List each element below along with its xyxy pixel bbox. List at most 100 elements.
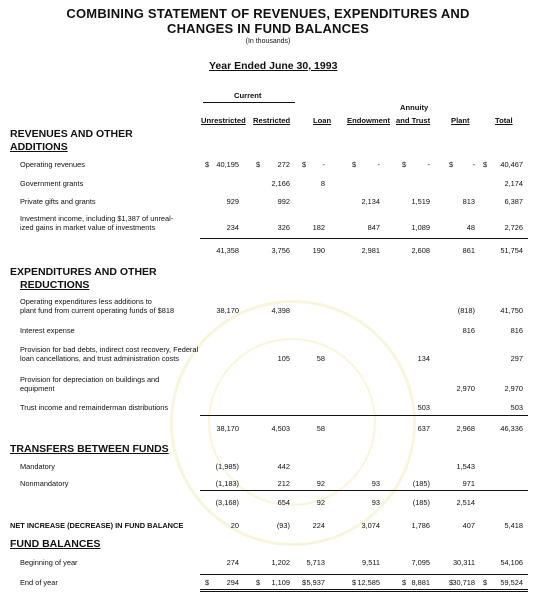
currency-symbol: $	[352, 160, 357, 169]
row-label: Beginning of year	[20, 558, 78, 567]
row-value: 637	[417, 424, 430, 433]
row-value: 1,786	[411, 521, 431, 530]
section-expenditures-line2: REDUCTIONS	[20, 279, 90, 291]
row-value: 5,937	[306, 578, 326, 587]
row-value: 92	[316, 479, 325, 488]
row-value: 93	[371, 498, 380, 507]
row-value: 1,543	[456, 462, 476, 471]
row-label: Provision for bad debts, indirect cost r…	[20, 345, 199, 354]
row-value: 929	[226, 197, 239, 206]
row-label: loan cancellations, and trust administra…	[20, 354, 179, 363]
row-value: 861	[462, 246, 475, 255]
row-value: 294	[226, 578, 239, 587]
row-value: 813	[462, 197, 475, 206]
statement-title-line1: COMBINING STATEMENT OF REVENUES, EXPENDI…	[66, 6, 470, 21]
currency-symbol: $	[302, 578, 307, 587]
row-value: 6,387	[504, 197, 524, 206]
row-value: 93	[371, 479, 380, 488]
row-value: 1,089	[411, 223, 431, 232]
row-value: -	[472, 160, 475, 169]
row-value: 20	[230, 521, 239, 530]
row-value: 51,754	[500, 246, 523, 255]
row-value: (93)	[276, 521, 290, 530]
row-label: ized gains in market value of investment…	[20, 223, 156, 232]
row-value: 12,585	[357, 578, 380, 587]
header-annuity-trust: and Trust	[396, 116, 431, 125]
row-label: plant fund from current operating funds …	[20, 306, 175, 315]
rule-fund-balance-total	[200, 574, 528, 575]
row-value: 58	[316, 424, 325, 433]
currency-symbol: $	[402, 160, 407, 169]
row-value: 2,970	[456, 384, 476, 393]
row-value: 182	[312, 223, 325, 232]
row-label: Provision for depreciation on buildings …	[20, 375, 160, 384]
header-unrestricted: Unrestricted	[201, 116, 246, 125]
row-value: 134	[417, 354, 430, 363]
row-value: 38,170	[216, 424, 239, 433]
row-value: 442	[277, 462, 290, 471]
row-value: (818)	[457, 306, 475, 315]
row-value: 1,202	[271, 558, 291, 567]
row-value: 40,195	[216, 160, 239, 169]
section-fund-balances: FUND BALANCES	[10, 538, 101, 550]
row-value: 234	[226, 223, 239, 232]
row-value: 816	[462, 326, 475, 335]
row-label: Government grants	[20, 179, 84, 188]
row-value: 2,608	[411, 246, 431, 255]
row-value: 4,398	[271, 306, 291, 315]
row-value: 212	[277, 479, 290, 488]
row-value: 8,881	[411, 578, 431, 587]
row-value: 54,106	[500, 558, 523, 567]
row-value: 3,756	[271, 246, 291, 255]
row-value: (1,183)	[215, 479, 239, 488]
header-plant: Plant	[451, 116, 470, 125]
row-value: 326	[277, 223, 290, 232]
section-transfers: TRANSFERS BETWEEN FUNDS	[10, 443, 169, 455]
row-value: 59,524	[500, 578, 523, 587]
row-label: equipment	[20, 384, 55, 393]
currency-symbol: $	[483, 160, 488, 169]
row-value: 190	[312, 246, 325, 255]
header-endowment: Endowment	[347, 116, 391, 125]
rule-revenues-subtotal	[200, 238, 528, 239]
row-value: -	[427, 160, 430, 169]
statement-title-line2: CHANGES IN FUND BALANCES	[167, 21, 369, 36]
currency-symbol: $	[205, 160, 210, 169]
row-value: 2,970	[504, 384, 524, 393]
section-revenues-line2: ADDITIONS	[10, 141, 68, 153]
row-value: 2,174	[504, 179, 524, 188]
rule-expenditures-subtotal	[200, 415, 528, 416]
row-value: 30,311	[452, 558, 475, 567]
row-label: Nonmandatory	[20, 479, 69, 488]
row-value: 4,503	[271, 424, 291, 433]
section-revenues-line1: REVENUES AND OTHER	[10, 128, 133, 140]
row-value: 407	[462, 521, 475, 530]
row-label: Trust income and remainderman distributi…	[20, 403, 169, 412]
header-restricted: Restricted	[253, 116, 291, 125]
row-value: 992	[277, 197, 290, 206]
header-annuity: Annuity	[400, 103, 429, 112]
header-loan: Loan	[313, 116, 332, 125]
currency-symbol: $	[449, 578, 454, 587]
row-value: 2,134	[361, 197, 381, 206]
header-total: Total	[495, 116, 513, 125]
rule-transfers-subtotal	[200, 490, 528, 491]
row-value: (1,985)	[215, 462, 239, 471]
row-value: 2,166	[271, 179, 291, 188]
header-current-group: Current	[234, 91, 262, 100]
units-note: (In thousands)	[245, 38, 291, 45]
row-value: (185)	[412, 498, 430, 507]
row-value: 58	[316, 354, 325, 363]
row-value: 971	[462, 479, 475, 488]
row-value: 816	[510, 326, 523, 335]
row-value: 48	[466, 223, 475, 232]
row-value: 8	[320, 179, 325, 188]
section-expenditures-line1: EXPENDITURES AND OTHER	[10, 266, 157, 278]
fiscal-period: Year Ended June 30, 1993	[209, 60, 338, 72]
row-value: 224	[312, 521, 325, 530]
row-value: 503	[510, 403, 523, 412]
row-label: Operating expenditures less additions to	[20, 297, 152, 306]
row-label: Private gifts and grants	[20, 197, 96, 206]
row-value: 847	[367, 223, 380, 232]
section-net-increase: NET INCREASE (DECREASE) IN FUND BALANCE	[10, 521, 184, 530]
